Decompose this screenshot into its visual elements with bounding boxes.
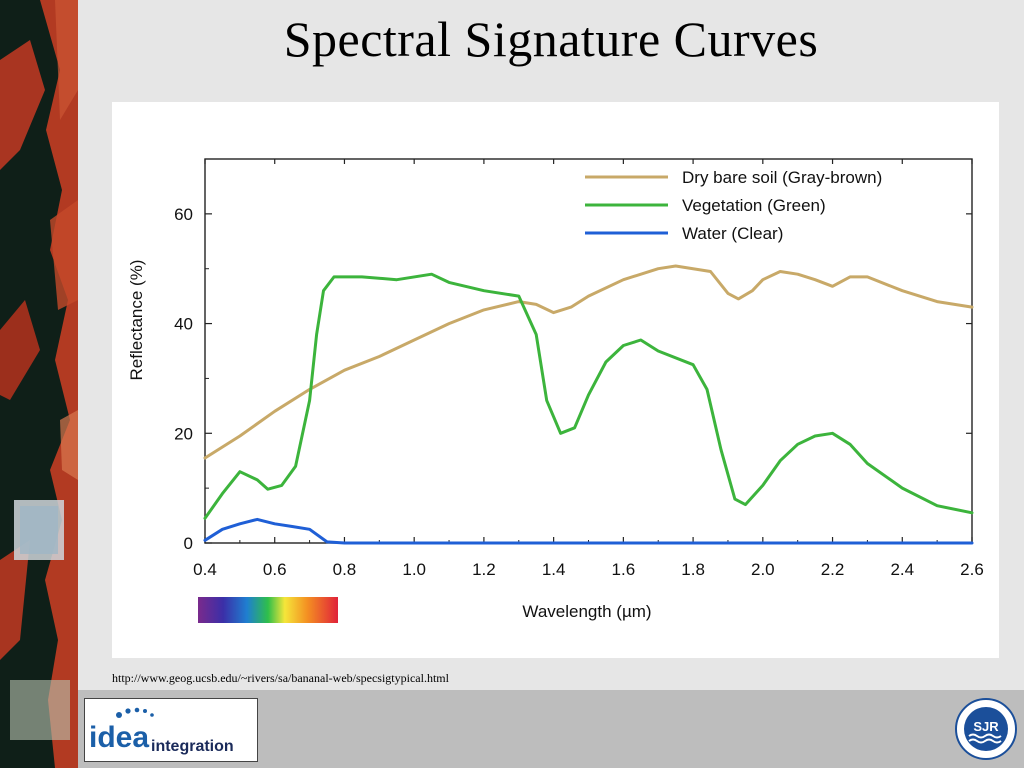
visible-spectrum-bar — [198, 597, 338, 623]
x-tick-label: 1.8 — [681, 560, 705, 579]
y-tick-label: 0 — [184, 534, 193, 553]
spectral-chart: 0.4 0.6 0.8 1.0 1.2 1.4 1.6 1.8 2.0 2.2 2.4 2.6 0 20 4… — [127, 158, 984, 623]
sjr-district-seal: SJR — [955, 698, 1017, 760]
x-tick-label: 1.0 — [402, 560, 426, 579]
series-line-2 — [203, 517, 974, 545]
source-url[interactable]: http://www.geog.ucsb.edu/~rivers/sa/bana… — [112, 671, 449, 685]
y-tick-label: 60 — [174, 205, 193, 224]
x-tick-label: 1.6 — [612, 560, 636, 579]
slide-title: Spectral Signature Curves — [283, 11, 819, 67]
logo-word-idea: idea — [89, 721, 149, 754]
series-line-0 — [203, 264, 974, 460]
x-tick-label: 2.6 — [960, 560, 984, 579]
series-line-1 — [203, 272, 974, 520]
x-tick-label: 0.8 — [333, 560, 357, 579]
legend-label-2: Water (Clear) — [682, 224, 783, 243]
seal-waves-icon — [968, 733, 1002, 744]
y-tick-label: 40 — [174, 315, 193, 334]
x-tick-label: 0.4 — [193, 560, 217, 579]
legend-label-1: Vegetation (Green) — [682, 196, 826, 215]
x-tick-label: 2.4 — [890, 560, 914, 579]
satellite-image-strip — [0, 0, 78, 768]
logo-dots-icon — [116, 707, 154, 718]
y-tick-label: 20 — [174, 424, 193, 443]
plot-frame — [204, 158, 973, 544]
chart-panel: 0.4 0.6 0.8 1.0 1.2 1.4 1.6 1.8 2.0 2.2 2.4 2.6 0 20 4… — [112, 102, 999, 658]
x-tick-label: 2.2 — [821, 560, 845, 579]
x-tick-label: 0.6 — [263, 560, 287, 579]
logo-word-integration: integration — [151, 738, 234, 755]
x-axis-label: Wavelength (µm) — [522, 602, 651, 621]
x-tick-label: 1.2 — [472, 560, 496, 579]
y-axis-label: Reflectance (%) — [127, 260, 146, 381]
legend-label-0: Dry bare soil (Gray-brown) — [682, 168, 882, 187]
idea-integration-logo: idea integration — [84, 698, 258, 762]
seal-text: SJR — [973, 719, 999, 734]
x-tick-label: 1.4 — [542, 560, 566, 579]
x-tick-label: 2.0 — [751, 560, 775, 579]
